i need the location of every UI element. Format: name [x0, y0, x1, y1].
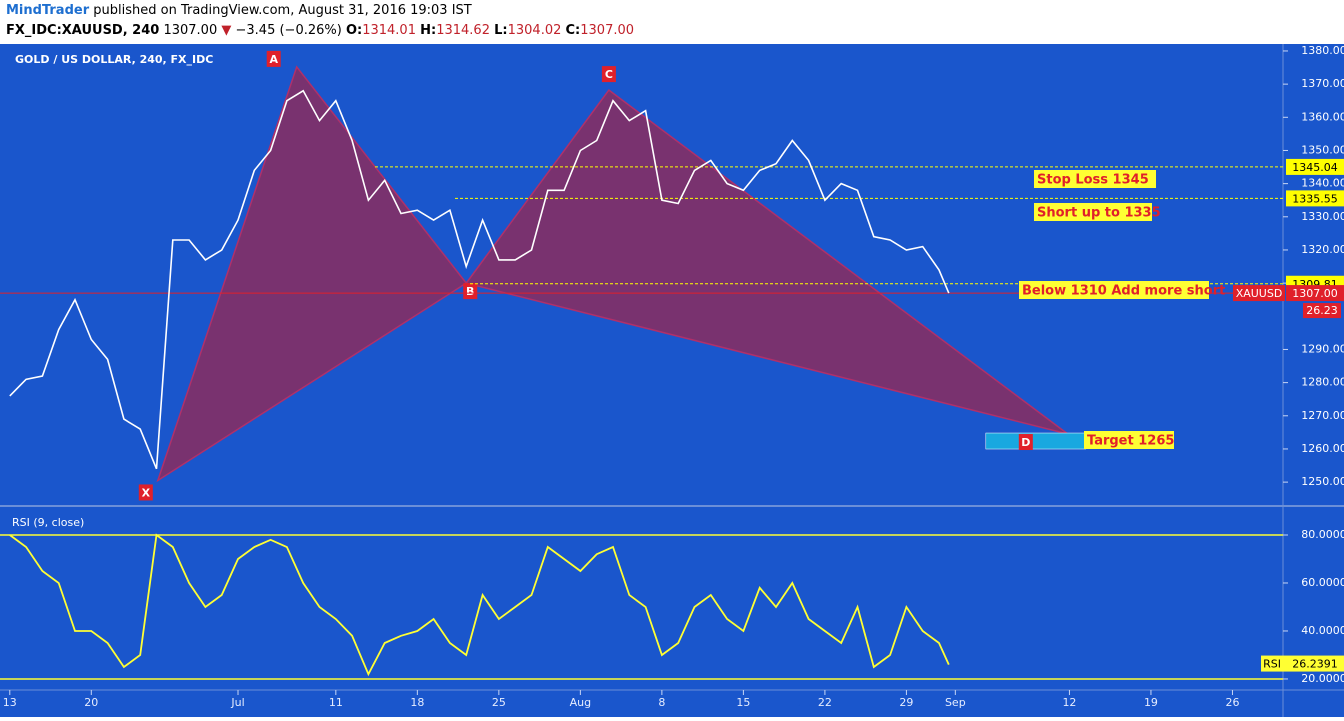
symbol-tag-label: XAUUSD — [1236, 287, 1283, 300]
pane-title: RSI (9, close) — [12, 516, 84, 529]
level-tag — [1286, 285, 1344, 302]
close-label: C: — [565, 23, 581, 38]
symbol-tag — [1233, 285, 1285, 302]
pattern-point-box — [138, 484, 153, 501]
open: 1314.01 — [362, 23, 416, 38]
pattern-triangle — [156, 65, 468, 483]
close: 1307.00 — [580, 23, 635, 38]
y-tick-label: 1380.00 — [1301, 44, 1344, 57]
countdown-label: 26.23 — [1306, 304, 1338, 317]
y-tick-label: 60.0000 — [1301, 576, 1344, 589]
open-label: O: — [345, 23, 363, 38]
level-tag-label: 1307.00 — [1292, 287, 1338, 300]
annotation: Target 1265 — [1087, 434, 1174, 449]
x-tick-label: 22 — [818, 696, 832, 709]
symbol: FX_IDC:XAUUSD, 240 — [6, 23, 160, 38]
series-line — [9, 533, 950, 677]
pattern-point-label: D — [1021, 436, 1030, 449]
y-tick-label: 1320.00 — [1301, 243, 1344, 256]
annotation-box — [1034, 170, 1156, 188]
y-tick-label: 1270.00 — [1301, 409, 1344, 422]
low: 1304.02 — [507, 23, 562, 38]
low-label: L: — [494, 23, 508, 38]
pattern-point-box — [1018, 434, 1033, 451]
x-tick-label: 18 — [410, 696, 424, 709]
x-tick-label: 19 — [1144, 696, 1158, 709]
annotation-box — [1019, 281, 1209, 299]
y-tick-label: 80.0000 — [1301, 528, 1344, 541]
author[interactable]: MindTrader — [6, 3, 90, 18]
annotation-box — [1034, 203, 1152, 221]
y-tick-label: 20.0000 — [1301, 672, 1344, 685]
y-tick-label: 1290.00 — [1301, 342, 1344, 355]
pattern-point-label: C — [605, 68, 613, 81]
y-tick-label: 1250.00 — [1301, 475, 1344, 488]
x-tick-label: Aug — [570, 696, 591, 709]
published: published on TradingView.com, August 31,… — [93, 3, 472, 18]
series-line — [9, 89, 950, 470]
x-tick-label: 8 — [658, 696, 665, 709]
annotation-box — [1084, 431, 1174, 449]
x-tick-label: 11 — [329, 696, 343, 709]
target-zone — [985, 432, 1087, 450]
x-tick-label: 13 — [3, 696, 17, 709]
change-arrow: ▼ — [221, 23, 232, 38]
last: 1307.00 — [163, 23, 218, 38]
x-tick-label: 26 — [1225, 696, 1239, 709]
y-tick-label: 1350.00 — [1301, 143, 1344, 156]
annotation: Short up to 1335 — [1037, 206, 1161, 221]
y-tick-label: 1260.00 — [1301, 442, 1344, 455]
quote-line: FX_IDC:XAUUSD, 240 1307.00 ▼ −3.45 (−0.2… — [6, 20, 1344, 40]
pattern-triangle — [464, 89, 1069, 435]
pane-title: GOLD / US DOLLAR, 240, FX_IDC — [15, 53, 213, 66]
x-tick-label: 25 — [492, 696, 506, 709]
pattern-point-label: B — [466, 285, 474, 298]
rsi-tag — [1261, 655, 1344, 672]
x-tick-label: 15 — [736, 696, 750, 709]
y-tick-label: 1340.00 — [1301, 177, 1344, 190]
x-tick-label: 29 — [899, 696, 913, 709]
y-tick-label: 1330.00 — [1301, 210, 1344, 223]
publish-line: MindTrader published on TradingView.com,… — [6, 0, 1344, 20]
pattern-point-box — [266, 50, 281, 67]
level-tag — [1286, 190, 1344, 207]
annotation: Stop Loss 1345 — [1037, 173, 1149, 188]
level-tag-label: 1335.55 — [1292, 192, 1338, 205]
x-tick-label: 20 — [84, 696, 98, 709]
pattern-point-label: A — [269, 53, 278, 66]
x-tick-label: Sep — [945, 696, 966, 709]
chart: 1250.001260.001270.001280.001290.001310.… — [0, 44, 1344, 717]
change: −3.45 (−0.26%) — [235, 23, 342, 38]
high: 1314.62 — [436, 23, 490, 38]
level-tag-label: 1345.04 — [1292, 161, 1338, 174]
rsi-tag-name: RSI — [1263, 658, 1281, 671]
annotation: Below 1310 Add more short — [1022, 284, 1225, 299]
y-tick-label: 1370.00 — [1301, 77, 1344, 90]
pattern-point-box — [601, 66, 616, 83]
y-tick-label: 1280.00 — [1301, 376, 1344, 389]
x-tick-label: Jul — [230, 696, 244, 709]
countdown-tag — [1303, 303, 1341, 319]
rsi-tag-value: 26.2391 — [1292, 658, 1338, 671]
pattern-point-label: X — [142, 486, 151, 499]
high-label: H: — [420, 23, 437, 38]
pattern-point-box — [463, 283, 478, 300]
y-tick-label: 1360.00 — [1301, 110, 1344, 123]
x-tick-label: 12 — [1062, 696, 1076, 709]
y-tick-label: 40.0000 — [1301, 624, 1344, 637]
level-tag — [1286, 158, 1344, 175]
header: MindTrader published on TradingView.com,… — [0, 0, 1344, 44]
